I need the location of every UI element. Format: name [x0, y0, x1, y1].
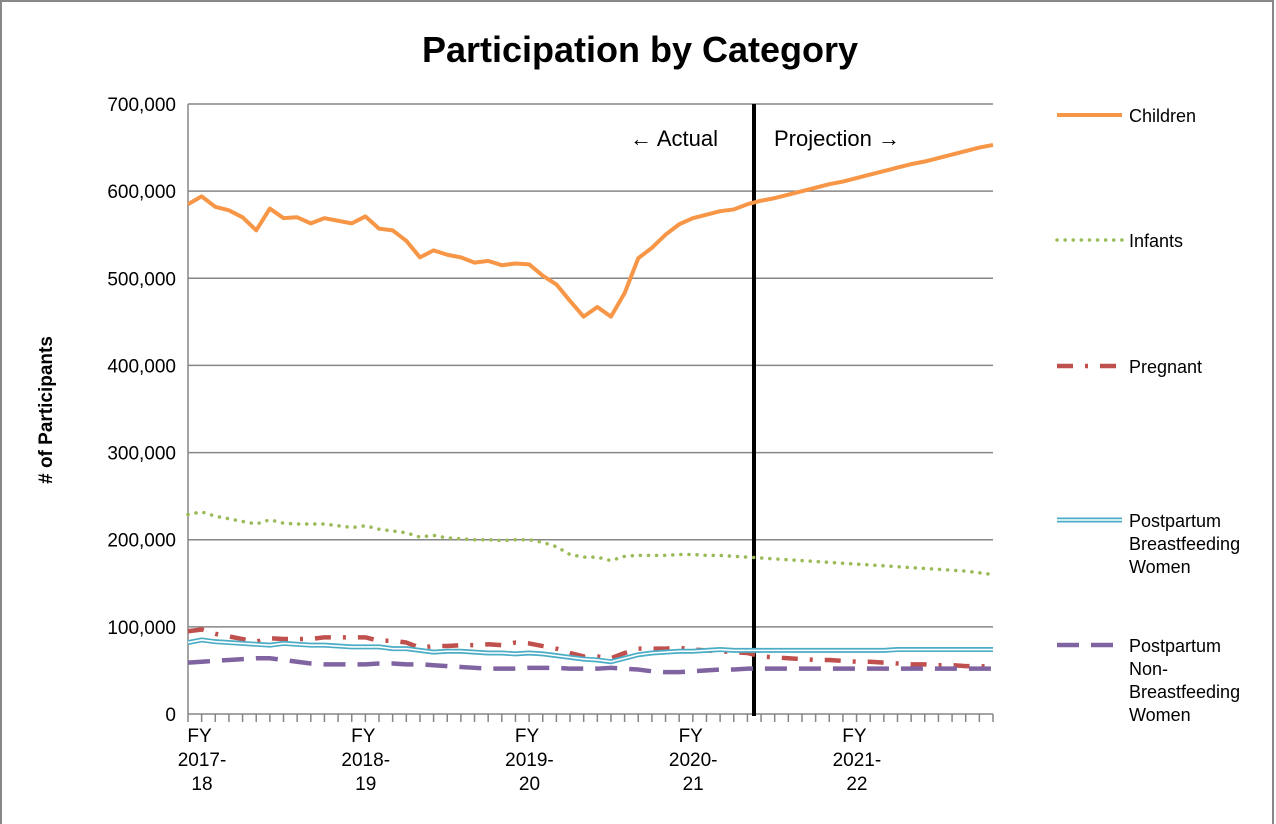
legend-label: Children [1129, 106, 1196, 126]
legend-label: Infants [1129, 231, 1183, 251]
series-line [187, 627, 994, 670]
chart-title: Participation by Category [422, 29, 858, 70]
y-axis-label: # of Participants [36, 336, 57, 484]
x-tick-label: FY 2020-21 [669, 726, 718, 795]
y-tick-label: 300,000 [107, 444, 176, 465]
annotation: ← Actual [630, 126, 718, 151]
series-line-inner [187, 639, 993, 663]
legend-label: Pregnant [1129, 357, 1202, 377]
x-tick-label: FY 2018-19 [341, 726, 390, 795]
y-tick-label: 0 [165, 705, 176, 726]
legend-label: Postpartum Breastfeeding Women [1129, 511, 1245, 577]
y-tick-label: 600,000 [107, 182, 176, 203]
y-tick-label: 700,000 [107, 95, 176, 116]
series-line [187, 142, 994, 319]
annotation: Projection → [774, 126, 900, 151]
x-tick-label: FY 2019-20 [505, 726, 554, 795]
y-tick-label: 400,000 [107, 356, 176, 377]
y-tick-label: 200,000 [107, 531, 176, 552]
y-tick-label: 500,000 [107, 269, 176, 290]
x-tick-label: FY 2021-22 [833, 726, 882, 795]
series-line [186, 510, 995, 577]
x-tick-label: FY 2017-18 [178, 726, 227, 795]
legend-label: Postpartum Non-Breastfeeding Women [1129, 636, 1245, 725]
y-tick-label: 100,000 [107, 618, 176, 639]
